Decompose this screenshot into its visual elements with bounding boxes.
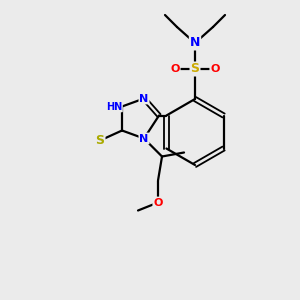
Text: S: S xyxy=(95,134,104,147)
Text: O: O xyxy=(153,197,163,208)
Text: N: N xyxy=(140,94,148,103)
Text: O: O xyxy=(170,64,180,74)
Text: N: N xyxy=(140,134,148,143)
Text: O: O xyxy=(210,64,220,74)
Text: S: S xyxy=(190,62,200,76)
Text: HN: HN xyxy=(106,101,122,112)
Text: N: N xyxy=(190,37,200,50)
